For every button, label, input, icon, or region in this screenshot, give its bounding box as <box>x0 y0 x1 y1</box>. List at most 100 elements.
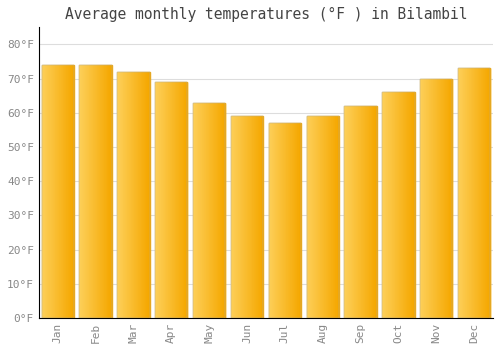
Bar <box>329 116 330 318</box>
Bar <box>71 65 72 318</box>
Bar <box>306 116 339 318</box>
Bar <box>82 65 84 318</box>
Bar <box>57 65 58 318</box>
Bar <box>338 116 339 318</box>
Bar <box>346 106 347 318</box>
Title: Average monthly temperatures (°F ) in Bilambil: Average monthly temperatures (°F ) in Bi… <box>64 7 467 22</box>
Bar <box>429 79 430 318</box>
Bar <box>231 116 263 318</box>
Bar <box>420 79 421 318</box>
Bar <box>81 65 82 318</box>
Bar <box>200 103 201 318</box>
Bar <box>174 82 175 318</box>
Bar <box>367 106 368 318</box>
Bar <box>472 68 473 318</box>
Bar <box>235 116 236 318</box>
Bar <box>215 103 216 318</box>
Bar <box>97 65 98 318</box>
Bar <box>361 106 362 318</box>
Bar <box>385 92 386 318</box>
Bar <box>148 72 149 318</box>
Bar <box>350 106 351 318</box>
Bar <box>201 103 202 318</box>
Bar <box>319 116 320 318</box>
Bar <box>270 123 272 318</box>
Bar <box>489 68 490 318</box>
Bar <box>208 103 209 318</box>
Bar <box>448 79 449 318</box>
Bar <box>127 72 128 318</box>
Bar <box>160 82 161 318</box>
Bar <box>48 65 50 318</box>
Bar <box>389 92 390 318</box>
Bar <box>96 65 97 318</box>
Bar <box>345 106 346 318</box>
Bar <box>214 103 215 318</box>
Bar <box>181 82 182 318</box>
Bar <box>180 82 181 318</box>
Bar <box>62 65 63 318</box>
Bar <box>311 116 312 318</box>
Bar <box>488 68 489 318</box>
Bar <box>95 65 96 318</box>
Bar <box>52 65 53 318</box>
Bar <box>164 82 165 318</box>
Bar <box>439 79 440 318</box>
Bar <box>401 92 402 318</box>
Bar <box>481 68 482 318</box>
Bar <box>59 65 60 318</box>
Bar <box>245 116 246 318</box>
Bar <box>170 82 172 318</box>
Bar <box>369 106 370 318</box>
Bar <box>146 72 147 318</box>
Bar <box>118 72 120 318</box>
Bar <box>43 65 44 318</box>
Bar <box>314 116 315 318</box>
Bar <box>332 116 333 318</box>
Bar <box>123 72 124 318</box>
Bar <box>294 123 295 318</box>
Bar <box>444 79 446 318</box>
Bar <box>199 103 200 318</box>
Bar <box>428 79 429 318</box>
Bar <box>219 103 220 318</box>
Bar <box>362 106 363 318</box>
Bar <box>172 82 173 318</box>
Bar <box>197 103 198 318</box>
Bar <box>94 65 95 318</box>
Bar <box>295 123 296 318</box>
Bar <box>56 65 57 318</box>
Bar <box>236 116 238 318</box>
Bar <box>45 65 46 318</box>
Bar <box>373 106 374 318</box>
Bar <box>312 116 313 318</box>
Bar <box>306 116 308 318</box>
Bar <box>315 116 316 318</box>
Bar <box>46 65 47 318</box>
Bar <box>317 116 318 318</box>
Bar <box>122 72 123 318</box>
Bar <box>224 103 225 318</box>
Bar <box>64 65 65 318</box>
Bar <box>118 72 150 318</box>
Bar <box>58 65 59 318</box>
Bar <box>111 65 112 318</box>
Bar <box>313 116 314 318</box>
Bar <box>435 79 436 318</box>
Bar <box>61 65 62 318</box>
Bar <box>212 103 213 318</box>
Bar <box>86 65 87 318</box>
Bar <box>177 82 178 318</box>
Bar <box>475 68 476 318</box>
Bar <box>262 116 263 318</box>
Bar <box>310 116 311 318</box>
Bar <box>246 116 247 318</box>
Bar <box>252 116 253 318</box>
Bar <box>206 103 207 318</box>
Bar <box>278 123 279 318</box>
Bar <box>125 72 126 318</box>
Bar <box>399 92 400 318</box>
Bar <box>210 103 211 318</box>
Bar <box>451 79 452 318</box>
Bar <box>149 72 150 318</box>
